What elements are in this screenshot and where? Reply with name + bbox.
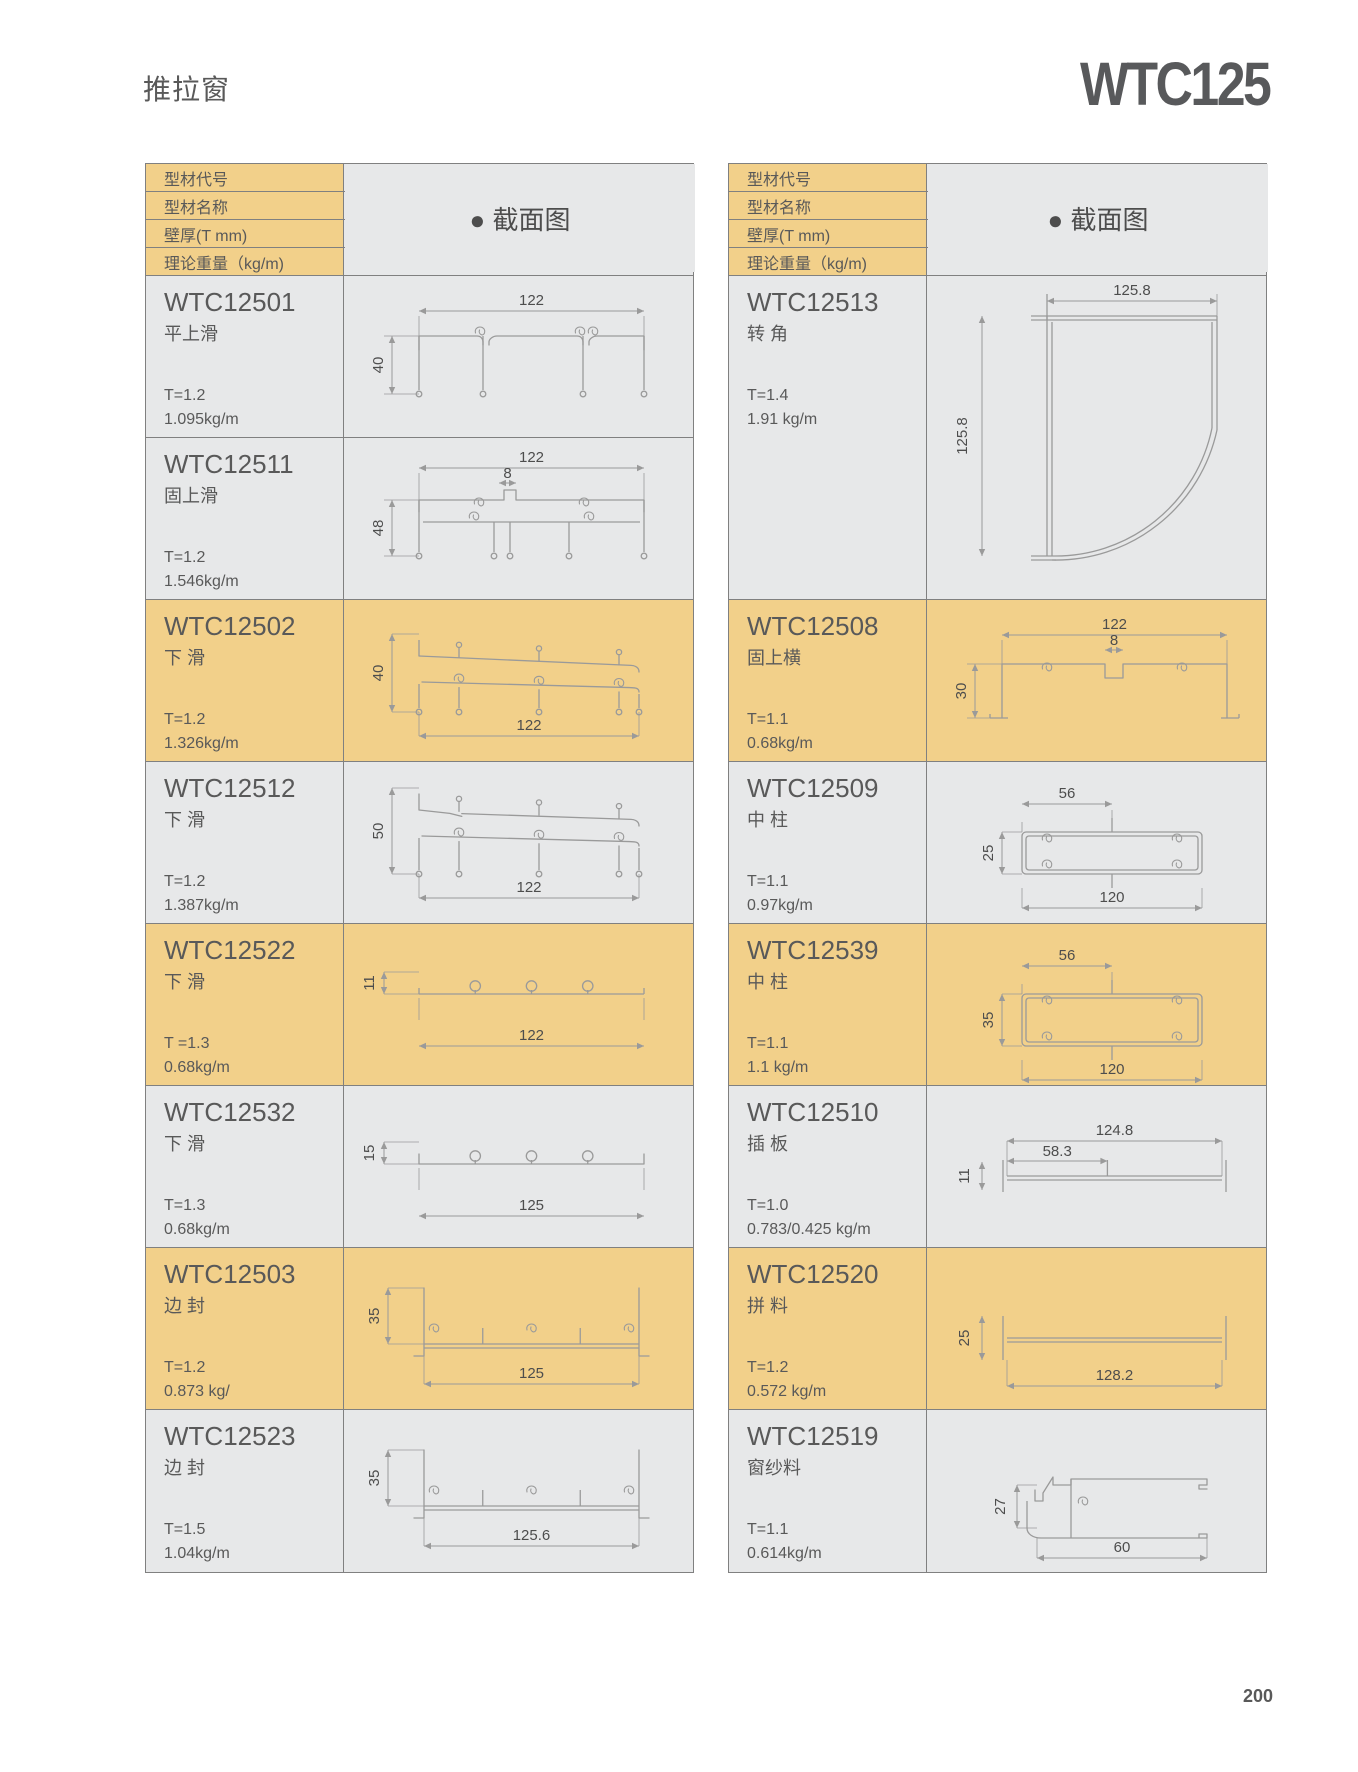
- svg-text:60: 60: [1114, 1539, 1131, 1556]
- svg-text:120: 120: [1100, 1061, 1125, 1078]
- svg-text:122: 122: [519, 1027, 544, 1044]
- svg-text:8: 8: [1110, 632, 1118, 649]
- svg-text:35: 35: [980, 1012, 997, 1029]
- svg-text:125.8: 125.8: [1114, 282, 1152, 299]
- svg-text:35: 35: [366, 1470, 383, 1487]
- svg-text:35: 35: [366, 1308, 383, 1325]
- svg-text:50: 50: [370, 823, 387, 840]
- svg-text:58.3: 58.3: [1043, 1143, 1072, 1160]
- svg-text:11: 11: [361, 975, 378, 991]
- svg-text:25: 25: [980, 845, 997, 862]
- svg-text:11: 11: [956, 1168, 973, 1184]
- svg-text:122: 122: [517, 879, 542, 896]
- svg-text:125: 125: [519, 1365, 544, 1382]
- svg-text:122: 122: [1102, 616, 1127, 633]
- svg-text:40: 40: [370, 357, 387, 374]
- svg-text:30: 30: [953, 683, 970, 700]
- svg-text:15: 15: [361, 1145, 378, 1162]
- svg-text:48: 48: [370, 520, 387, 537]
- svg-text:8: 8: [504, 465, 512, 482]
- svg-text:27: 27: [992, 1498, 1009, 1515]
- svg-text:128.2: 128.2: [1096, 1367, 1134, 1384]
- svg-text:124.8: 124.8: [1096, 1122, 1134, 1139]
- svg-text:40: 40: [370, 665, 387, 682]
- svg-text:122: 122: [519, 449, 544, 466]
- svg-text:122: 122: [517, 717, 542, 734]
- svg-text:122: 122: [519, 292, 544, 309]
- svg-text:56: 56: [1059, 947, 1076, 964]
- svg-text:120: 120: [1100, 889, 1125, 906]
- svg-text:125.8: 125.8: [954, 417, 971, 455]
- svg-text:125.6: 125.6: [513, 1527, 551, 1544]
- svg-text:25: 25: [956, 1330, 973, 1347]
- svg-text:125: 125: [519, 1197, 544, 1214]
- svg-text:56: 56: [1059, 785, 1076, 802]
